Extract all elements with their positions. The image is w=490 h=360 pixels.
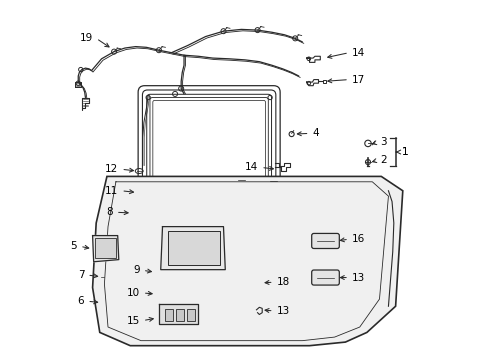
Polygon shape bbox=[93, 176, 403, 346]
Text: 9: 9 bbox=[133, 265, 140, 275]
Text: 17: 17 bbox=[352, 75, 365, 85]
Text: 16: 16 bbox=[352, 234, 365, 244]
Text: 13: 13 bbox=[276, 306, 290, 316]
Bar bbox=[166, 309, 173, 320]
Text: 7: 7 bbox=[78, 270, 84, 280]
Polygon shape bbox=[161, 226, 225, 270]
Bar bbox=[95, 238, 116, 258]
Text: 4: 4 bbox=[313, 129, 319, 138]
Text: 5: 5 bbox=[71, 241, 77, 251]
Polygon shape bbox=[159, 304, 198, 324]
Bar bbox=[323, 80, 326, 83]
Text: 8: 8 bbox=[106, 207, 113, 217]
Bar bbox=[187, 309, 195, 320]
Bar bbox=[168, 231, 220, 265]
Text: 11: 11 bbox=[105, 186, 119, 196]
Bar bbox=[183, 240, 196, 249]
Text: 14: 14 bbox=[245, 162, 258, 172]
Polygon shape bbox=[93, 235, 119, 262]
Text: 18: 18 bbox=[276, 277, 290, 287]
Text: 3: 3 bbox=[381, 138, 387, 147]
Text: 15: 15 bbox=[127, 316, 140, 325]
FancyBboxPatch shape bbox=[312, 233, 339, 248]
Text: 12: 12 bbox=[105, 164, 119, 174]
Text: 14: 14 bbox=[352, 48, 365, 58]
Text: 19: 19 bbox=[80, 33, 93, 43]
Text: 13: 13 bbox=[352, 273, 365, 283]
FancyBboxPatch shape bbox=[312, 270, 339, 285]
Text: 2: 2 bbox=[381, 155, 387, 165]
Text: 1: 1 bbox=[402, 147, 409, 157]
Bar bbox=[176, 309, 184, 320]
Text: 10: 10 bbox=[127, 288, 140, 298]
Text: 6: 6 bbox=[78, 296, 84, 306]
Text: 1: 1 bbox=[402, 147, 409, 157]
